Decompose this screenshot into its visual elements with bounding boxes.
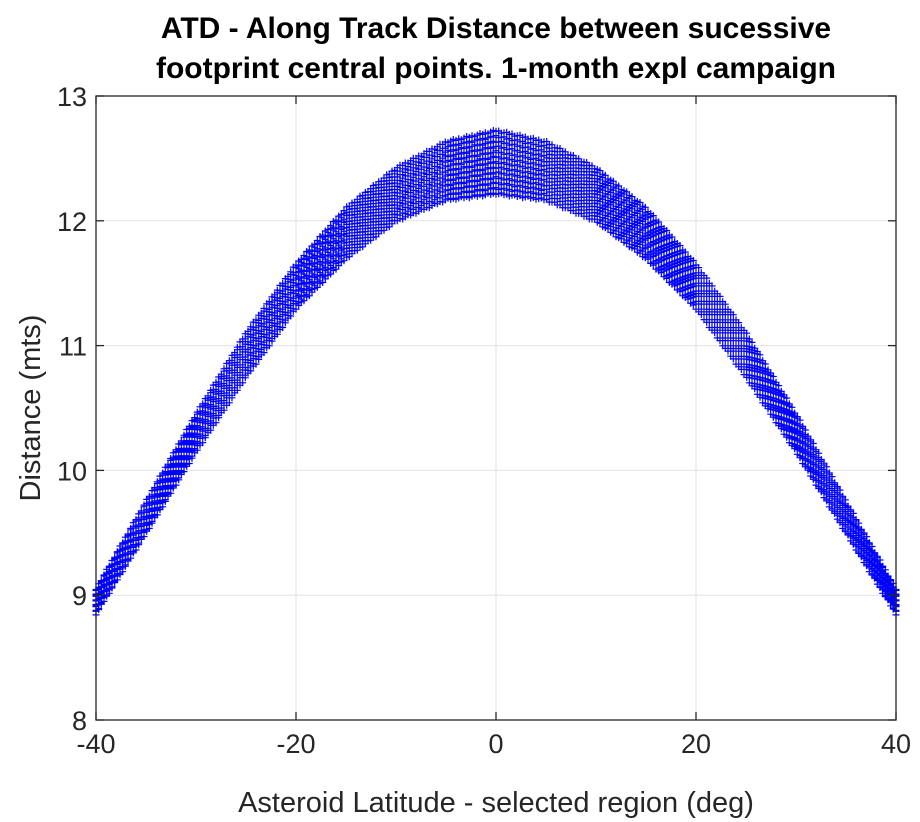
chart-title-line-2: footprint central points. 1-month expl c… [156,52,836,85]
y-tick-label: 9 [72,581,87,611]
y-tick-label: 10 [57,456,87,486]
x-tick-label: -20 [276,729,315,759]
y-axis-label: Distance (mts) [15,315,47,502]
x-tick-label: 20 [681,729,711,759]
x-tick-label: 40 [881,729,911,759]
x-tick-label: 0 [488,729,503,759]
y-tick-label: 13 [57,82,87,112]
y-tick-label: 11 [59,332,87,362]
y-tick-label: 8 [72,706,87,736]
text-layer: ATD - Along Track Distance between suces… [15,12,911,819]
x-axis-label: Asteroid Latitude - selected region (deg… [238,787,754,819]
axes-layer [95,95,897,721]
grid-layer [96,96,896,720]
y-tick-label: 12 [57,207,87,237]
x-tick-label: -40 [76,729,115,759]
chart-title-line-1: ATD - Along Track Distance between suces… [161,12,831,45]
